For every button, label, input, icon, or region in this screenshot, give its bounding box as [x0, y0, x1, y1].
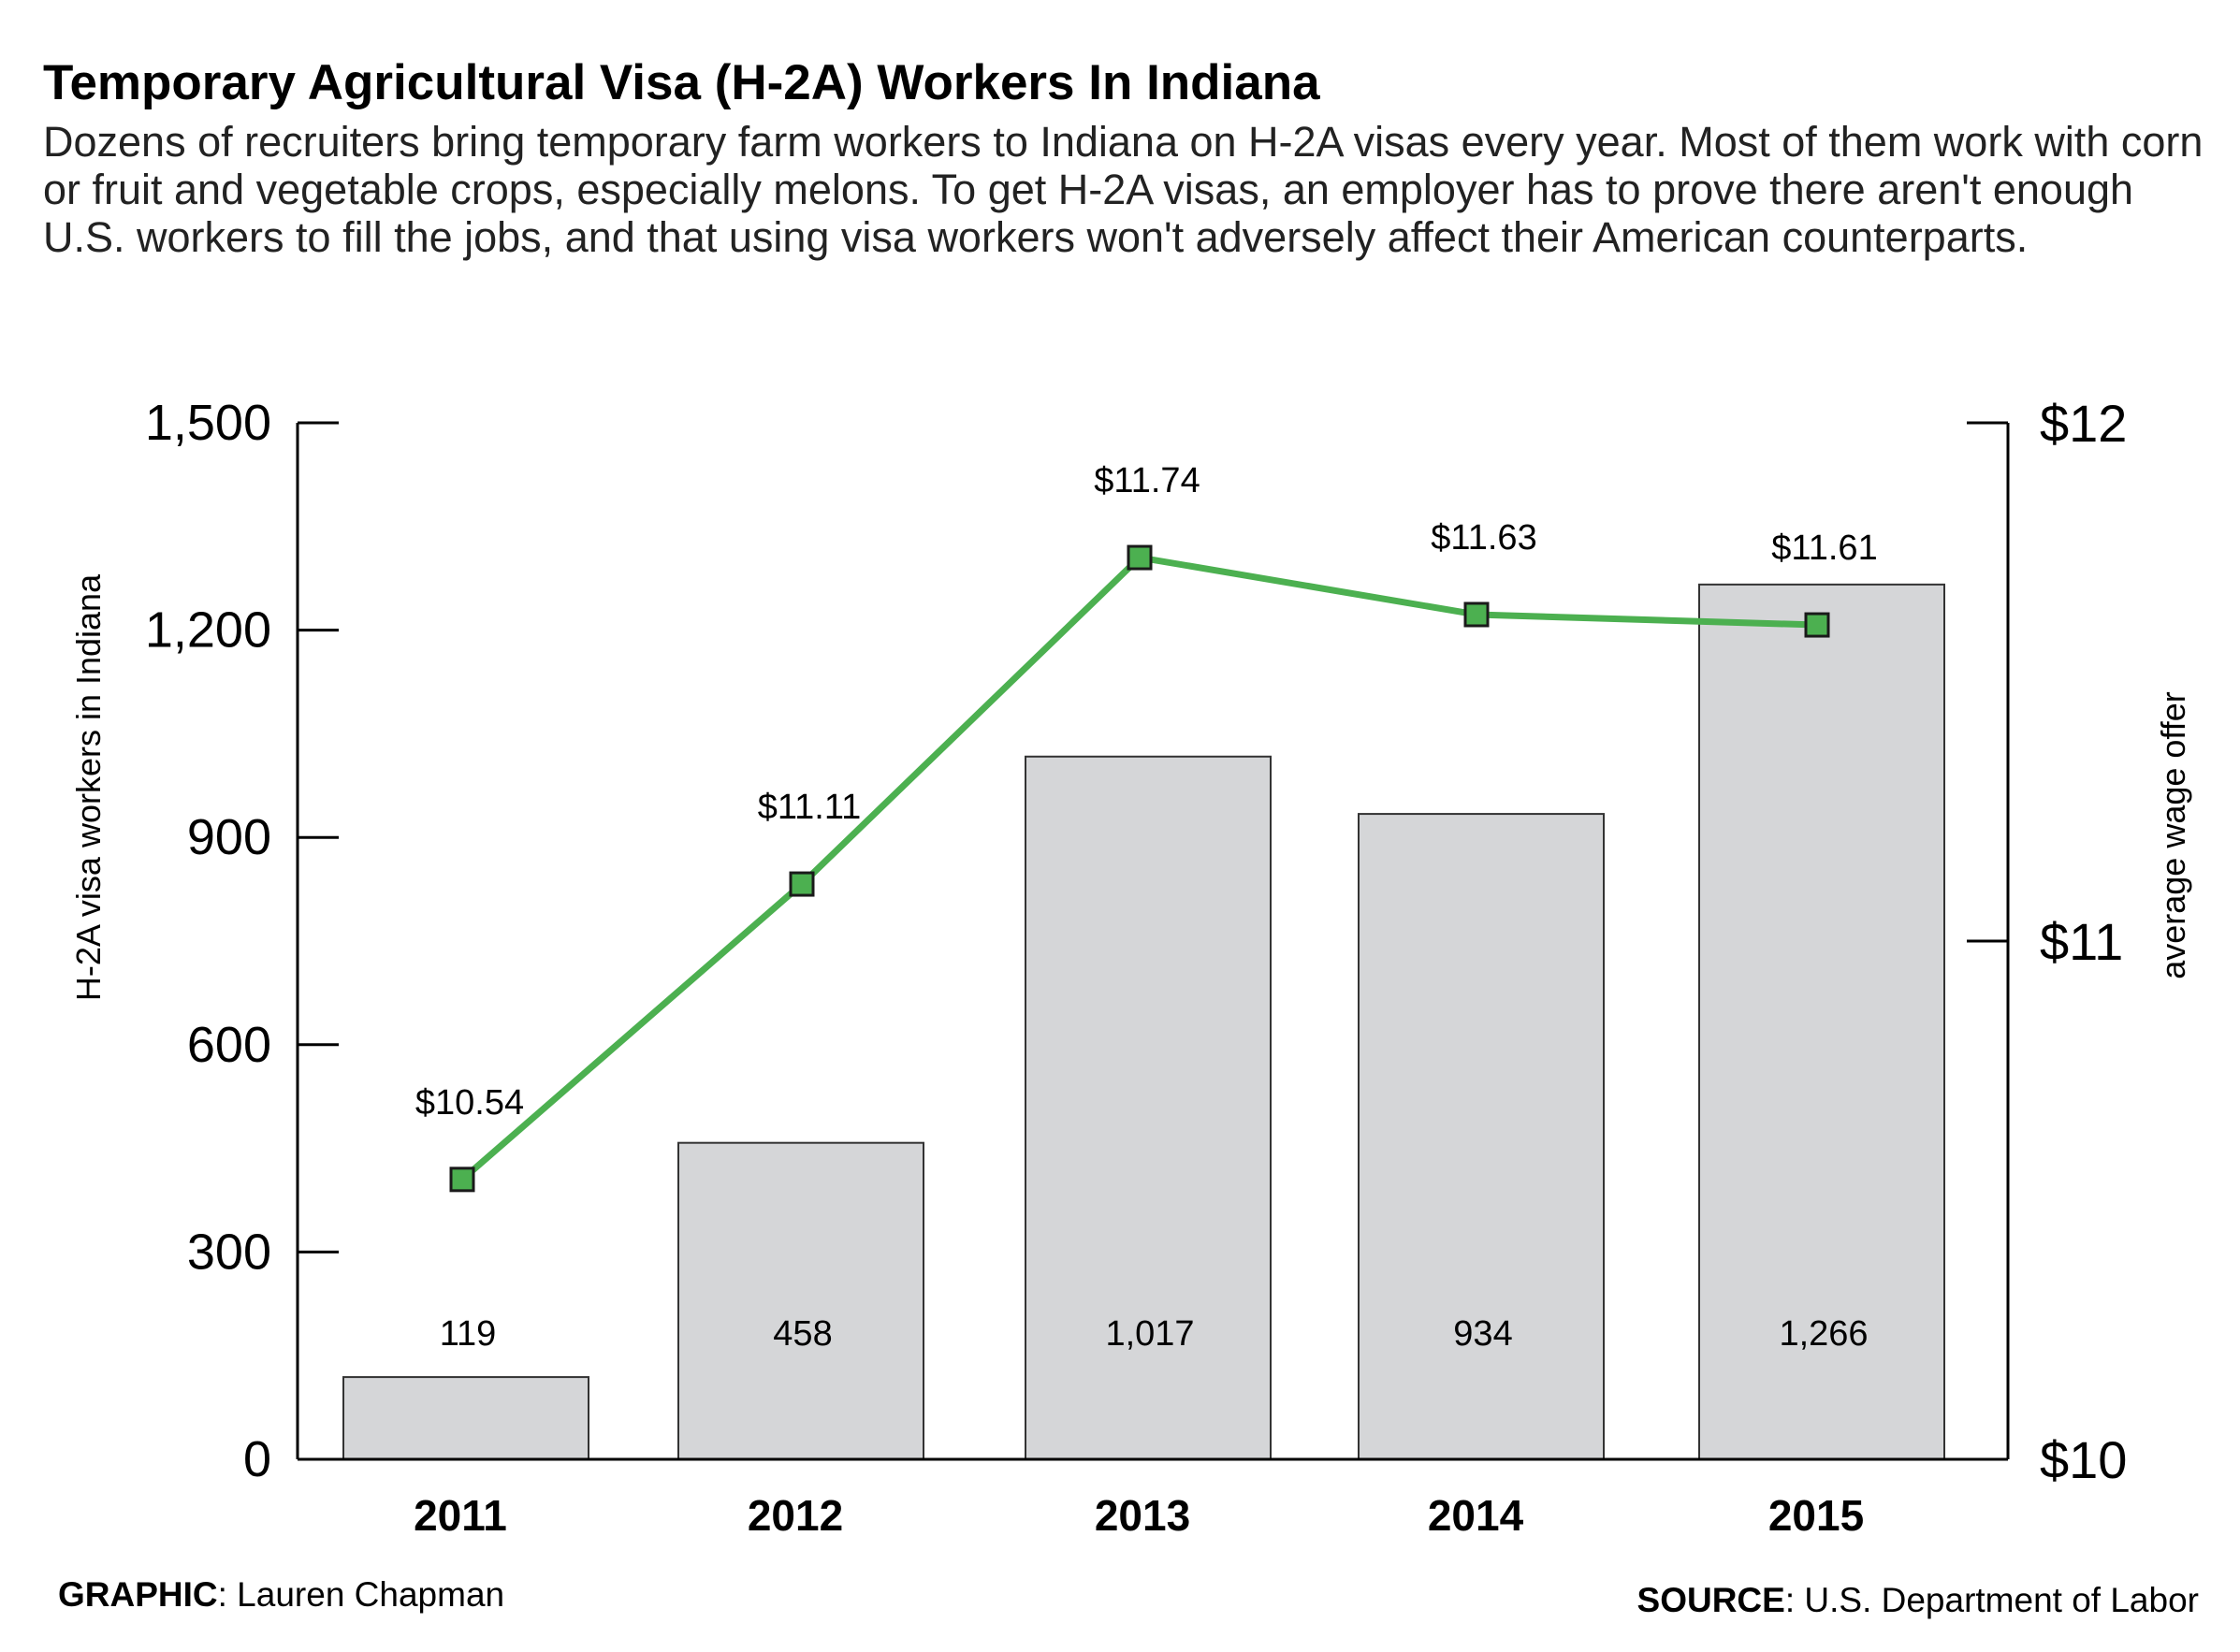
left-tick-label-300: 300 [187, 1224, 271, 1280]
wage-label-2011: $10.54 [415, 1083, 524, 1123]
labels-layer: $10.54 $11.11 $11.74 $11.63 $11.61 119 458 1,01… [415, 461, 1878, 1354]
graphic-credit-name: : Lauren Chapman [217, 1575, 505, 1614]
axes-layer: 0 300 600 900 1,200 1,500 $10 $11 $12 H-2A visa w… [69, 394, 2192, 1540]
bar-value-label-2012: 458 [773, 1314, 832, 1354]
wage-marker-2015 [1804, 612, 1830, 638]
left-tick-label-900: 900 [187, 809, 271, 865]
wage-marker-2014 [1463, 601, 1490, 628]
wage-line-layer [449, 544, 1830, 1193]
x-tick-label-2013: 2013 [1095, 1491, 1190, 1540]
bars-layer [342, 583, 1945, 1460]
wage-label-2014: $11.63 [1431, 518, 1536, 558]
x-tick-label-2011: 2011 [414, 1491, 507, 1540]
right-tick-label-12: $12 [2040, 394, 2127, 453]
left-tick-label-1200: 1,200 [145, 602, 271, 659]
bar-value-label-2015: 1,266 [1779, 1314, 1868, 1354]
source-credit: SOURCE: U.S. Department of Labor [1637, 1583, 2199, 1617]
chart-subtitle: Dozens of recruiters bring temporary far… [43, 118, 2204, 261]
bar-value-label-2013: 1,017 [1105, 1314, 1194, 1354]
wage-marker-2012 [789, 871, 815, 897]
wage-marker-2011 [449, 1167, 475, 1193]
bar-2015 [1698, 583, 1945, 1460]
left-tick-label-600: 600 [187, 1017, 271, 1073]
graphic-credit-label: GRAPHIC [58, 1575, 218, 1614]
wage-label-2012: $11.11 [758, 788, 862, 827]
chart-title: Temporary Agricultural Visa (H-2A) Worke… [43, 55, 1320, 110]
x-tick-label-2012: 2012 [748, 1491, 843, 1540]
right-tick-label-10: $10 [2040, 1430, 2127, 1489]
bar-value-label-2014: 934 [1453, 1314, 1512, 1354]
source-credit-name: : U.S. Department of Labor [1784, 1581, 2199, 1619]
bar-2013 [1025, 755, 1272, 1460]
left-tick-label-0: 0 [243, 1431, 271, 1487]
wage-label-2013: $11.74 [1094, 461, 1200, 500]
bar-2011 [342, 1376, 589, 1460]
x-tick-label-2015: 2015 [1768, 1491, 1864, 1540]
source-credit-label: SOURCE [1636, 1581, 1785, 1619]
wage-label-2015: $11.61 [1771, 529, 1877, 568]
bar-2014 [1358, 813, 1605, 1460]
left-axis-title: H-2A visa workers in Indiana [69, 573, 108, 1001]
graphic-credit: GRAPHIC: Lauren Chapman [58, 1577, 504, 1612]
right-tick-label-11: $11 [2040, 912, 2123, 971]
bar-2012 [677, 1141, 924, 1460]
x-tick-label-2014: 2014 [1428, 1491, 1524, 1540]
right-axis-title: average wage offer [2154, 691, 2192, 979]
left-tick-label-1500: 1,500 [145, 395, 271, 451]
wage-marker-2013 [1127, 544, 1153, 571]
bar-value-label-2011: 119 [440, 1314, 497, 1354]
